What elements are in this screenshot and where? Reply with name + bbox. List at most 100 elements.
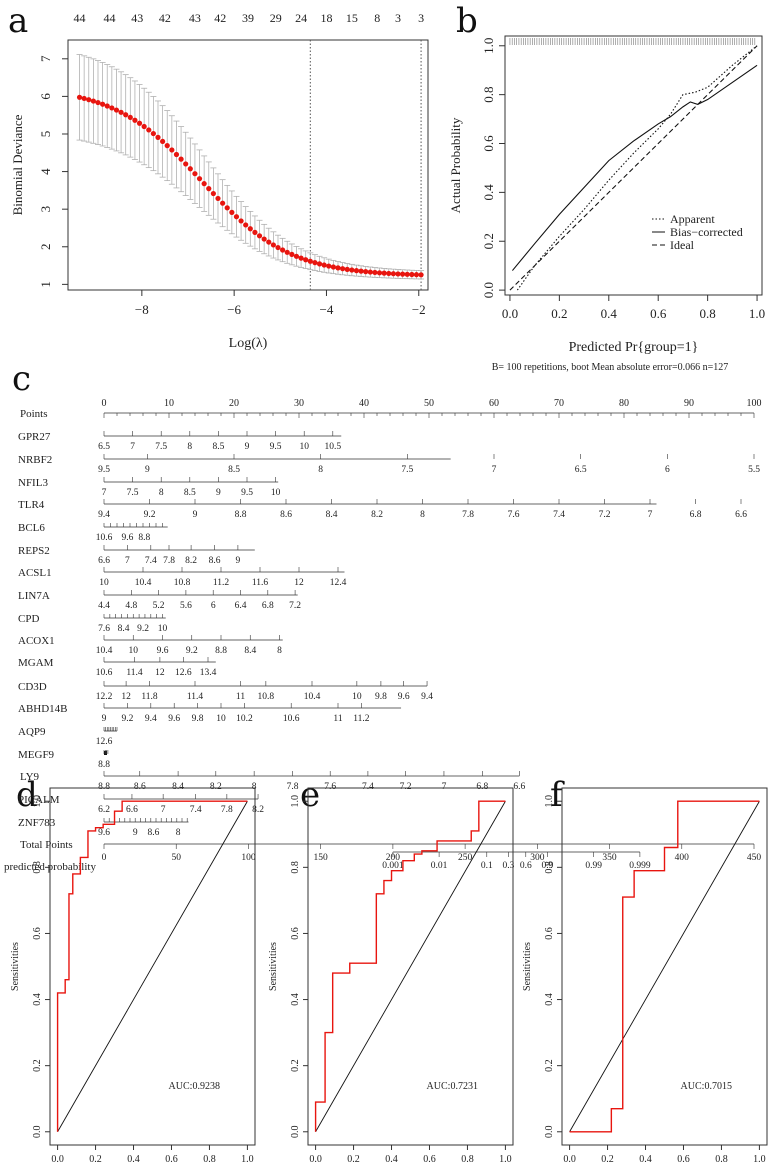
nomogram-row-label-5: BCL6 <box>18 522 45 534</box>
nomogram-row-label-11: MGAM <box>18 657 54 669</box>
panel-a-point <box>376 270 383 276</box>
nomogram-tick-label-11-4: 13.4 <box>200 668 217 678</box>
nomogram-tick-label-0-10: 100 <box>747 398 762 409</box>
panel-b-footnote: B= 100 repetitions, boot Mean absolute e… <box>492 362 729 373</box>
nomogram-tick-label-7-4: 11.6 <box>252 578 269 588</box>
nomogram-tick-label-8-1: 4.8 <box>125 601 137 611</box>
panel-d-y-tick-label-3: 0.6 <box>32 927 43 940</box>
panel-a-point <box>340 266 346 272</box>
nomogram-tick-label-12-3: 11.4 <box>187 692 204 702</box>
nomogram-row-label-10: ACOX1 <box>18 635 55 647</box>
panel-letter-f: f <box>550 775 565 815</box>
panel-a-point <box>367 269 373 275</box>
nomogram-tick-label-10-2: 9.6 <box>157 646 169 656</box>
panel-a-point <box>132 117 138 123</box>
nomogram-tick-label-2-0: 9.5 <box>98 465 110 475</box>
panel-d-x-tick-label-4: 0.8 <box>203 1154 216 1165</box>
panel-f-x-tick-label-1: 0.2 <box>601 1154 614 1165</box>
nomogram-row-label-16: LY9 <box>20 771 40 783</box>
panel-a-point <box>155 134 161 140</box>
nomogram-tick-label-7-0: 10 <box>99 578 109 588</box>
panel-e-roc-curve <box>314 800 506 1132</box>
nomogram-tick-label-11-1: 11.4 <box>126 668 143 678</box>
nomogram-tick-label-12-4: 11 <box>236 692 245 702</box>
panel-a-point <box>330 264 336 270</box>
nomogram-tick-label-20-6: 0.99 <box>585 861 602 871</box>
panel-f-y-tick-label-0: 0.0 <box>544 1126 555 1139</box>
nomogram-tick-label-20-5: 0.9 <box>542 861 554 871</box>
panel-d-x-tick-label-1: 0.2 <box>89 1154 102 1165</box>
nomogram-tick-label-1-0: 6.5 <box>98 442 110 452</box>
panel-a-top-count-0: 44 <box>74 11 86 25</box>
panel-b-legend-label-apparent: Apparent <box>670 212 715 226</box>
panel-b-x-tick-label-2: 0.4 <box>601 306 618 321</box>
panel-e-y-tick-label-3: 0.6 <box>290 927 301 940</box>
panel-a-point <box>395 271 401 277</box>
nomogram-tick-label-0-3: 30 <box>294 398 304 409</box>
panel-e-frame <box>307 787 514 1146</box>
panel-f-x-tick-label-0: 0.0 <box>563 1154 576 1165</box>
panel-f-frame <box>561 787 768 1146</box>
panel-a-point <box>86 97 92 103</box>
nomogram-tick-label-2-7: 6 <box>665 465 670 475</box>
panel-a-point <box>418 272 424 278</box>
nomogram-tick-label-16-6: 7.6 <box>324 782 336 792</box>
nomogram-tick-label-6-0: 6.6 <box>98 556 110 566</box>
nomogram-tick-label-12-10: 9.4 <box>421 692 433 702</box>
nomogram-tick-label-10-4: 8.8 <box>215 646 227 656</box>
panel-e-x-tick-label-0: 0.0 <box>309 1154 322 1165</box>
nomogram-tick-label-9-2: 9.2 <box>137 624 149 634</box>
panel-b-series-bias-corrected <box>511 64 758 271</box>
nomogram-tick-label-1-1: 7 <box>130 442 135 452</box>
panel-a-point <box>187 166 193 172</box>
nomogram-tick-label-19-4: 200 <box>386 853 401 863</box>
nomogram-row-label-7: ACSL1 <box>18 567 52 579</box>
nomogram-tick-label-17-1: 6.6 <box>126 805 138 815</box>
nomogram-tick-label-4-13: 6.8 <box>690 510 702 520</box>
panel-a-point <box>210 190 216 197</box>
panel-a-point <box>312 260 318 266</box>
panel-b-x-tick-label-5: 1.0 <box>749 306 765 321</box>
panel-e-y-tick-label-0: 0.0 <box>290 1126 301 1139</box>
panel-letter-e: e <box>300 775 320 815</box>
panel-b-y-tick-label-3: 0.6 <box>481 135 496 152</box>
panel-f-x-tick-label-3: 0.6 <box>677 1154 690 1165</box>
nomogram-tick-label-6-2: 7.4 <box>145 556 157 566</box>
panel-a-point <box>220 200 226 206</box>
nomogram-tick-label-16-2: 8.4 <box>172 782 184 792</box>
nomogram-row-label-15: MEGF9 <box>18 749 55 761</box>
panel-a-point <box>192 171 198 177</box>
panel-e-x-tick-label-2: 0.4 <box>385 1154 398 1165</box>
nomogram-tick-label-1-7: 10 <box>299 442 309 452</box>
nomogram-tick-label-16-10: 6.8 <box>476 782 488 792</box>
nomogram-tick-label-1-6: 9.5 <box>270 442 282 452</box>
panel-a-point <box>413 272 420 278</box>
nomogram-tick-label-13-9: 11.2 <box>353 714 370 724</box>
panel-a-point <box>233 214 240 220</box>
panel-a-frame <box>67 39 429 291</box>
panel-a-point <box>381 270 387 276</box>
nomogram-row-label-13: ABHD14B <box>18 703 68 715</box>
panel-b-frame <box>504 35 763 296</box>
nomogram-tick-label-12-6: 10.4 <box>304 692 321 702</box>
panel-a-point <box>100 101 106 107</box>
nomogram-tick-label-2-4: 7.5 <box>401 465 413 475</box>
nomogram-tick-label-19-9: 450 <box>747 853 762 863</box>
nomogram-tick-label-6-4: 8.2 <box>185 556 197 566</box>
nomogram-tick-label-5-2: 8.8 <box>138 533 150 543</box>
panel-letter-a: a <box>8 1 28 41</box>
panel-letter-b: b <box>456 1 478 41</box>
panel-a-point <box>372 269 378 276</box>
panel-a-point <box>81 95 87 102</box>
nomogram-row-label-2: NRBF2 <box>18 454 52 466</box>
nomogram-tick-label-19-6: 300 <box>530 853 545 863</box>
nomogram-tick-label-16-11: 6.6 <box>513 782 525 792</box>
panel-a-point <box>363 269 369 275</box>
nomogram-tick-label-19-1: 50 <box>171 853 181 863</box>
nomogram-tick-label-0-9: 90 <box>684 398 694 409</box>
panel-f-auc-annotation: AUC:0.7015 <box>681 1081 732 1092</box>
nomogram-tick-label-0-6: 60 <box>489 398 499 409</box>
nomogram-tick-label-17-3: 7.4 <box>190 805 202 815</box>
panel-a-point <box>261 236 267 242</box>
